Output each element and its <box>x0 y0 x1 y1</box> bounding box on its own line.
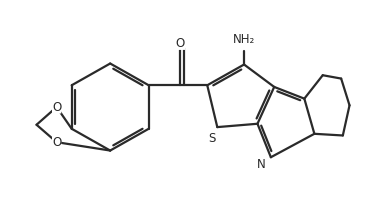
Text: O: O <box>52 136 61 149</box>
Text: S: S <box>209 132 216 145</box>
Text: O: O <box>52 101 61 113</box>
Text: NH₂: NH₂ <box>233 33 255 45</box>
Text: O: O <box>176 37 185 50</box>
Text: N: N <box>256 159 265 171</box>
